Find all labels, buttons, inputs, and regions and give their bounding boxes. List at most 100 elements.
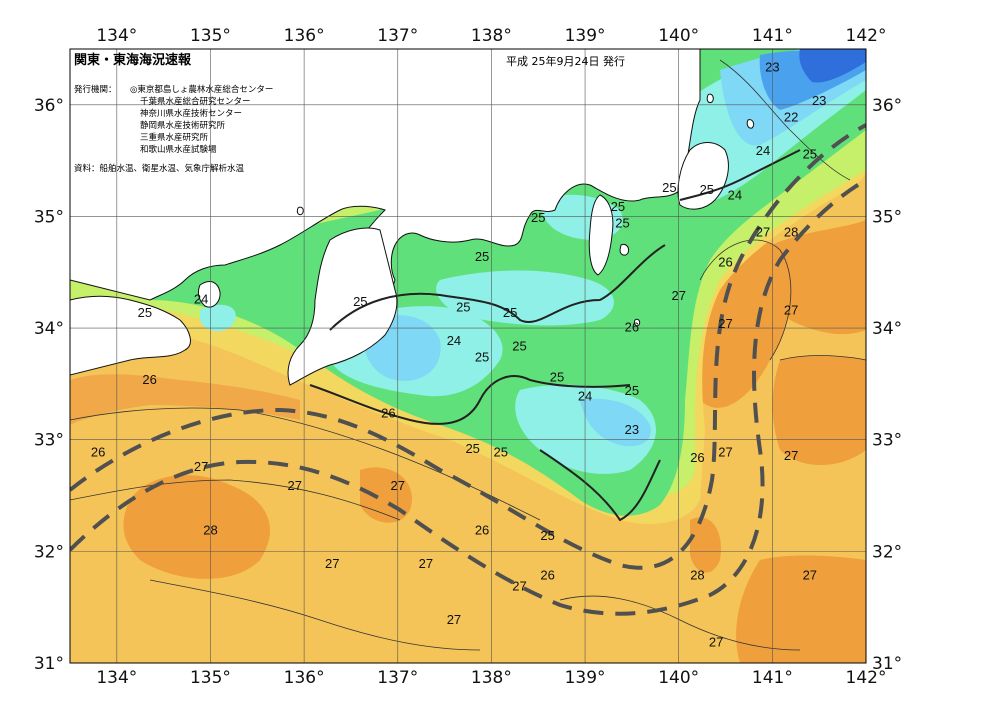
latitude-label: 31°	[34, 654, 64, 674]
land	[70, 49, 755, 386]
isotherm-label: 25	[503, 305, 517, 320]
longitude-axis-top: 134° 135° 136° 137° 138° 139° 140° 141° 142°	[96, 26, 886, 46]
data-source: 資料：船舶水温、衛星水温、気象庁解析水温	[74, 163, 245, 174]
longitude-label: 139°	[565, 26, 606, 46]
longitude-label: 135°	[190, 26, 231, 46]
isotherm-label: 25	[540, 528, 554, 543]
longitude-label: 136°	[284, 668, 325, 688]
isotherm-label: 28	[203, 523, 217, 538]
isotherm-label: 27	[391, 478, 405, 493]
isotherm-label: 27	[718, 444, 732, 459]
longitude-label: 135°	[190, 668, 231, 688]
longitude-label: 139°	[565, 668, 606, 688]
latitude-label: 35°	[872, 207, 902, 227]
latitude-label: 35°	[34, 207, 64, 227]
isotherm-label: 27	[512, 578, 526, 593]
longitude-label: 137°	[377, 668, 418, 688]
issuer-line: 和歌山県水産試験場	[140, 144, 217, 155]
isotherm-label: 26	[91, 444, 105, 459]
issuer-label: 発行機関：	[74, 84, 117, 95]
issuer-line: ◎東京都島しょ農林水産総合センター	[130, 84, 273, 95]
isotherm-label: 24	[756, 143, 770, 158]
isotherm-label: 25	[475, 350, 489, 365]
longitude-axis-bottom: 134° 135° 136° 137° 138° 139° 140° 141° 142°	[96, 668, 886, 688]
longitude-label: 141°	[752, 26, 793, 46]
isotherm-label: 24	[194, 292, 208, 307]
isotherm-label: 25	[615, 216, 629, 231]
isotherm-label: 25	[475, 249, 489, 264]
isotherm-label: 25	[550, 370, 564, 385]
isotherm-label: 27	[194, 459, 208, 474]
isotherm-label: 25	[531, 210, 545, 225]
latitude-label: 34°	[872, 319, 902, 339]
longitude-label: 140°	[658, 668, 699, 688]
latitude-label: 32°	[872, 542, 902, 562]
longitude-label: 134°	[96, 668, 137, 688]
isotherm-label: 22	[784, 110, 798, 125]
issue-date: 平成 25年9月24日 発行	[506, 54, 625, 68]
isotherm-label: 27	[325, 556, 339, 571]
longitude-label: 137°	[377, 26, 418, 46]
isotherm-label: 27	[784, 448, 798, 463]
isotherm-label: 26	[718, 255, 732, 270]
latitude-label: 33°	[872, 431, 902, 451]
isotherm-label: 27	[671, 288, 685, 303]
isotherm-label: 27	[419, 556, 433, 571]
longitude-label: 134°	[96, 26, 137, 46]
isotherm-label: 25	[803, 146, 817, 161]
isotherm-thin-lines	[70, 59, 866, 651]
longitude-label: 138°	[471, 668, 512, 688]
latitude-label: 33°	[34, 431, 64, 451]
isotherm-label: 27	[756, 225, 770, 240]
isotherm-labels: 23 23 22 24 25 24 25 25 25 25 25 25 26 27 28 27 27 27 25 25…	[91, 59, 827, 649]
latitude-label: 31°	[872, 654, 902, 674]
isotherm-label: 27	[803, 567, 817, 582]
isotherm-label: 27	[709, 634, 723, 649]
isotherm-label: 26	[475, 523, 489, 538]
isotherm-label: 24	[447, 333, 461, 348]
isotherm-label: 26	[540, 567, 554, 582]
kuroshio-front	[70, 123, 866, 616]
isotherm-label: 26	[381, 405, 395, 420]
latitude-label: 34°	[34, 319, 64, 339]
isotherm-label: 27	[447, 612, 461, 627]
longitude-label: 140°	[658, 26, 699, 46]
isotherm-label: 25	[611, 199, 625, 214]
latitude-axis-right: 36° 35° 34° 33° 32° 31°	[872, 96, 902, 674]
latitude-label: 36°	[34, 96, 64, 116]
isotherm-label: 24	[578, 389, 592, 404]
isotherm-label: 25	[512, 338, 526, 353]
isotherm-label: 25	[700, 182, 714, 197]
issuer-line: 神奈川県水産技術センター	[140, 108, 242, 119]
longitude-label: 141°	[752, 668, 793, 688]
isotherm-label: 25	[138, 305, 152, 320]
isotherm-label: 23	[765, 59, 779, 74]
isotherm-label: 25	[662, 180, 676, 195]
latitude-label: 36°	[872, 96, 902, 116]
map-frame	[69, 48, 867, 664]
longitude-label: 142°	[846, 668, 887, 688]
isotherm-label: 25	[494, 444, 508, 459]
latitude-label: 32°	[34, 542, 64, 562]
isotherm-label: 25	[625, 383, 639, 398]
isotherm-label: 27	[288, 478, 302, 493]
isotherm-label: 26	[625, 319, 639, 334]
isotherm-label: 25	[456, 299, 470, 314]
longitude-label: 142°	[846, 26, 887, 46]
isotherm-label: 23	[625, 422, 639, 437]
isotherm-label: 28	[690, 567, 704, 582]
map-title: 関東・東海海況速報	[74, 52, 192, 68]
longitude-label: 136°	[284, 26, 325, 46]
issuer-line: 静岡県水産技術研究所	[140, 120, 226, 131]
isotherm-label: 28	[784, 225, 798, 240]
isotherm-25-lines	[309, 149, 801, 522]
graticule	[70, 49, 866, 663]
longitude-label: 138°	[471, 26, 512, 46]
isotherm-label: 25	[465, 441, 479, 456]
isotherm-label: 27	[784, 303, 798, 318]
isotherm-label: 27	[718, 316, 732, 331]
isotherm-label: 25	[353, 294, 367, 309]
isotherm-label: 24	[728, 188, 742, 203]
